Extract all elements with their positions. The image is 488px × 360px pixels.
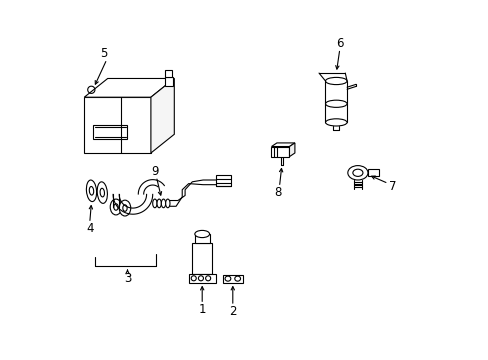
Bar — [164, 77, 172, 86]
Bar — [165, 71, 171, 77]
Polygon shape — [84, 78, 174, 97]
Bar — [194, 234, 209, 243]
Text: 8: 8 — [274, 186, 281, 199]
Text: 5: 5 — [100, 47, 107, 60]
Ellipse shape — [325, 119, 346, 126]
Polygon shape — [271, 143, 294, 147]
Ellipse shape — [198, 276, 203, 281]
Ellipse shape — [325, 100, 346, 107]
Ellipse shape — [157, 199, 161, 208]
Bar — [215, 175, 230, 186]
Text: 9: 9 — [150, 165, 158, 177]
Polygon shape — [289, 143, 294, 157]
Ellipse shape — [205, 276, 210, 281]
Ellipse shape — [325, 77, 346, 85]
Ellipse shape — [161, 199, 165, 208]
Text: 1: 1 — [198, 303, 205, 316]
Ellipse shape — [114, 204, 118, 210]
Bar — [192, 243, 212, 274]
Ellipse shape — [165, 199, 170, 208]
Polygon shape — [151, 78, 174, 153]
Ellipse shape — [122, 205, 127, 211]
Bar — [188, 274, 215, 283]
Text: 2: 2 — [228, 305, 236, 318]
Ellipse shape — [119, 200, 130, 216]
Bar — [367, 169, 378, 176]
Ellipse shape — [97, 182, 107, 203]
Ellipse shape — [347, 166, 367, 180]
Ellipse shape — [152, 199, 157, 208]
Ellipse shape — [110, 199, 122, 215]
Ellipse shape — [224, 276, 230, 281]
Ellipse shape — [234, 276, 240, 281]
Bar — [271, 147, 289, 157]
Bar — [93, 125, 127, 139]
Ellipse shape — [194, 230, 209, 238]
Ellipse shape — [100, 188, 104, 197]
Text: 7: 7 — [388, 180, 396, 193]
Bar — [223, 275, 242, 283]
Text: 3: 3 — [123, 273, 131, 285]
Ellipse shape — [86, 180, 97, 202]
Ellipse shape — [89, 186, 94, 195]
Ellipse shape — [191, 276, 196, 281]
Text: 4: 4 — [86, 222, 93, 235]
Ellipse shape — [352, 169, 362, 176]
Text: 6: 6 — [335, 37, 343, 50]
Polygon shape — [84, 97, 151, 153]
